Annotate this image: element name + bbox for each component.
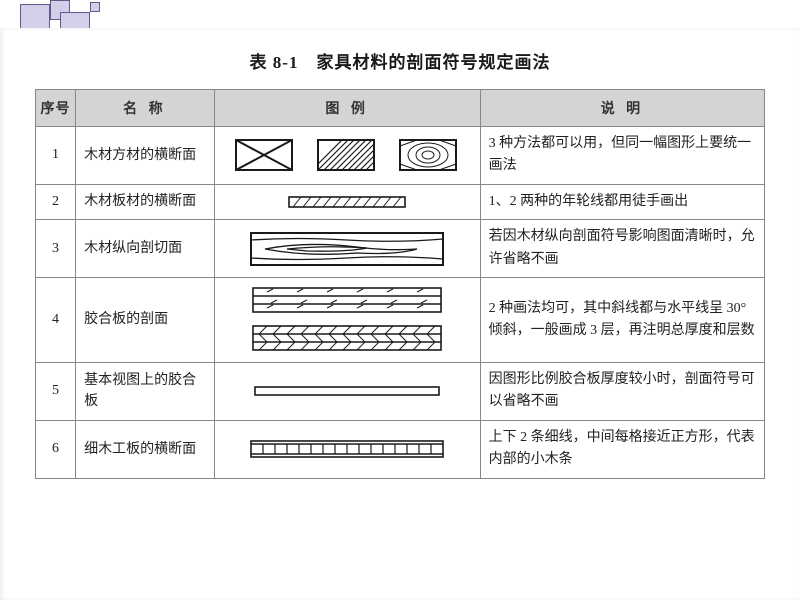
cell-figure — [214, 220, 480, 278]
cell-desc: 1、2 两种的年轮线都用徒手画出 — [480, 184, 764, 219]
cell-seq: 2 — [36, 184, 76, 219]
cell-seq: 6 — [36, 420, 76, 478]
cell-desc: 3 种方法都可以用，但同一幅图形上要统一画法 — [480, 127, 764, 185]
cell-seq: 1 — [36, 127, 76, 185]
table-row: 1 木材方材的横断面 — [36, 127, 765, 185]
cell-name: 胶合板的剖面 — [76, 277, 215, 362]
cell-desc: 若因木材纵向剖面符号影响图面清晰时，允许省略不画 — [480, 220, 764, 278]
blockboard-cross-icon — [247, 438, 447, 460]
table-row: 3 木材纵向剖切面 若因木材纵向剖面符号影响图面清晰时，允许省略不画 — [36, 220, 765, 278]
cell-name: 木材纵向剖切面 — [76, 220, 215, 278]
table-row: 5 基本视图上的胶合板 因图形比例胶合板厚度较小时，剖面符号可以省略不画 — [36, 362, 765, 420]
cell-figure — [214, 420, 480, 478]
cell-seq: 4 — [36, 277, 76, 362]
header-desc: 说 明 — [480, 90, 764, 127]
cell-name: 细木工板的横断面 — [76, 420, 215, 478]
cell-figure — [214, 277, 480, 362]
cell-figure — [214, 362, 480, 420]
wood-longitudinal-icon — [247, 227, 447, 271]
header-seq: 序号 — [36, 90, 76, 127]
header-name: 名 称 — [76, 90, 215, 127]
header-figure: 图 例 — [214, 90, 480, 127]
cell-name: 木材板材的横断面 — [76, 184, 215, 219]
cell-name: 基本视图上的胶合板 — [76, 362, 215, 420]
wood-square-cross-icon — [232, 134, 462, 176]
cell-seq: 5 — [36, 362, 76, 420]
plywood-section-icon — [247, 284, 447, 356]
plywood-basic-icon — [252, 384, 442, 398]
table-row: 2 木材板材的横断面 1、2 — [36, 184, 765, 219]
table-row: 4 胶合板的剖面 — [36, 277, 765, 362]
wood-plank-cross-icon — [287, 194, 407, 210]
cell-desc: 2 种画法均可，其中斜线都与水平线呈 30° 倾斜，一般画成 3 层，再注明总厚… — [480, 277, 764, 362]
header-row: 序号 名 称 图 例 说 明 — [36, 90, 765, 127]
materials-table: 序号 名 称 图 例 说 明 1 木材方材的横断面 — [35, 89, 765, 479]
cell-desc: 因图形比例胶合板厚度较小时，剖面符号可以省略不画 — [480, 362, 764, 420]
cell-seq: 3 — [36, 220, 76, 278]
table-row: 6 细木工板的横断面 — [36, 420, 765, 478]
cell-figure — [214, 184, 480, 219]
cell-figure — [214, 127, 480, 185]
table-title: 表 8-1 家具材料的剖面符号规定画法 — [35, 48, 765, 73]
document-page: 表 8-1 家具材料的剖面符号规定画法 序号 名 称 图 例 说 明 1 木材方… — [0, 28, 800, 600]
cell-desc: 上下 2 条细线，中间每格接近正方形，代表内部的小木条 — [480, 420, 764, 478]
cell-name: 木材方材的横断面 — [76, 127, 215, 185]
